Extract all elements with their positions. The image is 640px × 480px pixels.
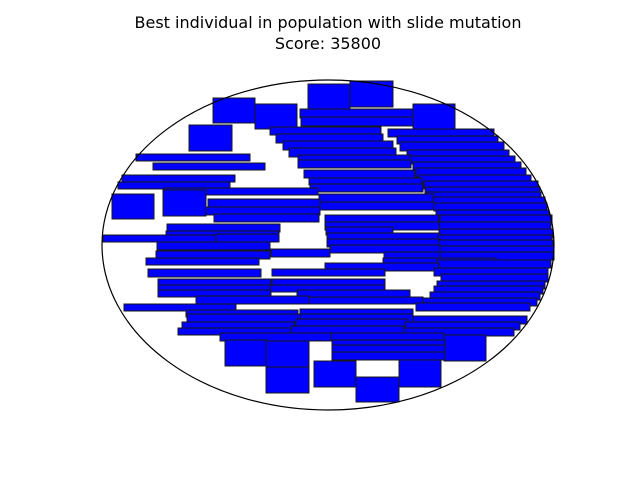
packed-rectangle-67 [436,259,552,269]
packed-rectangle-8 [300,116,414,127]
packed-rectangle-3 [212,97,256,124]
packed-rectangle-106 [313,360,357,388]
packed-rectangle-30 [309,183,424,193]
packed-rectangle-83 [308,296,424,305]
packed-rectangle-2 [349,80,394,108]
packed-rectangle-36 [318,193,435,203]
packed-rectangle-102 [265,340,310,368]
packed-rectangle-1 [307,83,351,110]
packed-rectangle-20 [297,159,412,169]
packed-rectangles [102,80,555,403]
figure-title-score: Score: 35800 [275,34,381,53]
packed-rectangle-26 [121,174,236,183]
packed-rectangle-69 [147,268,262,278]
packed-rectangle-38 [207,198,321,208]
container-ellipse [101,79,555,411]
packed-rectangle-61 [270,248,331,258]
packed-rectangle-4 [254,103,298,130]
packed-rectangle-89 [186,313,301,323]
packed-rectangle-100 [443,334,487,362]
packed-rectangle-39 [319,201,435,211]
packed-rectangle-85 [123,303,237,312]
packed-rectangle-17 [135,153,251,162]
packed-rectangle-108 [265,366,310,394]
packed-rectangle-24 [303,169,416,179]
packed-rectangle-58 [156,241,271,251]
packed-rectangle-5 [412,103,456,130]
packed-rectangle-22 [152,162,266,171]
packed-rectangle-55 [215,233,280,243]
packed-rectangle-86 [415,302,531,312]
packed-rectangle-109 [355,376,400,403]
packed-rectangle-82 [195,295,310,305]
packed-rectangle-6 [188,124,233,152]
packed-rectangle-34 [111,193,155,220]
packed-rectangle-70 [271,268,386,277]
packed-rectangle-105 [331,351,446,361]
packed-rectangle-101 [224,339,268,367]
figure-title-line-1: Best individual in population with slide… [135,13,522,32]
packed-rectangle-65 [145,257,260,266]
packed-rectangle-107 [398,359,442,388]
packed-rectangle-43 [213,213,320,223]
packed-rectangle-35 [162,189,207,217]
packed-rectangle-54 [102,234,217,243]
